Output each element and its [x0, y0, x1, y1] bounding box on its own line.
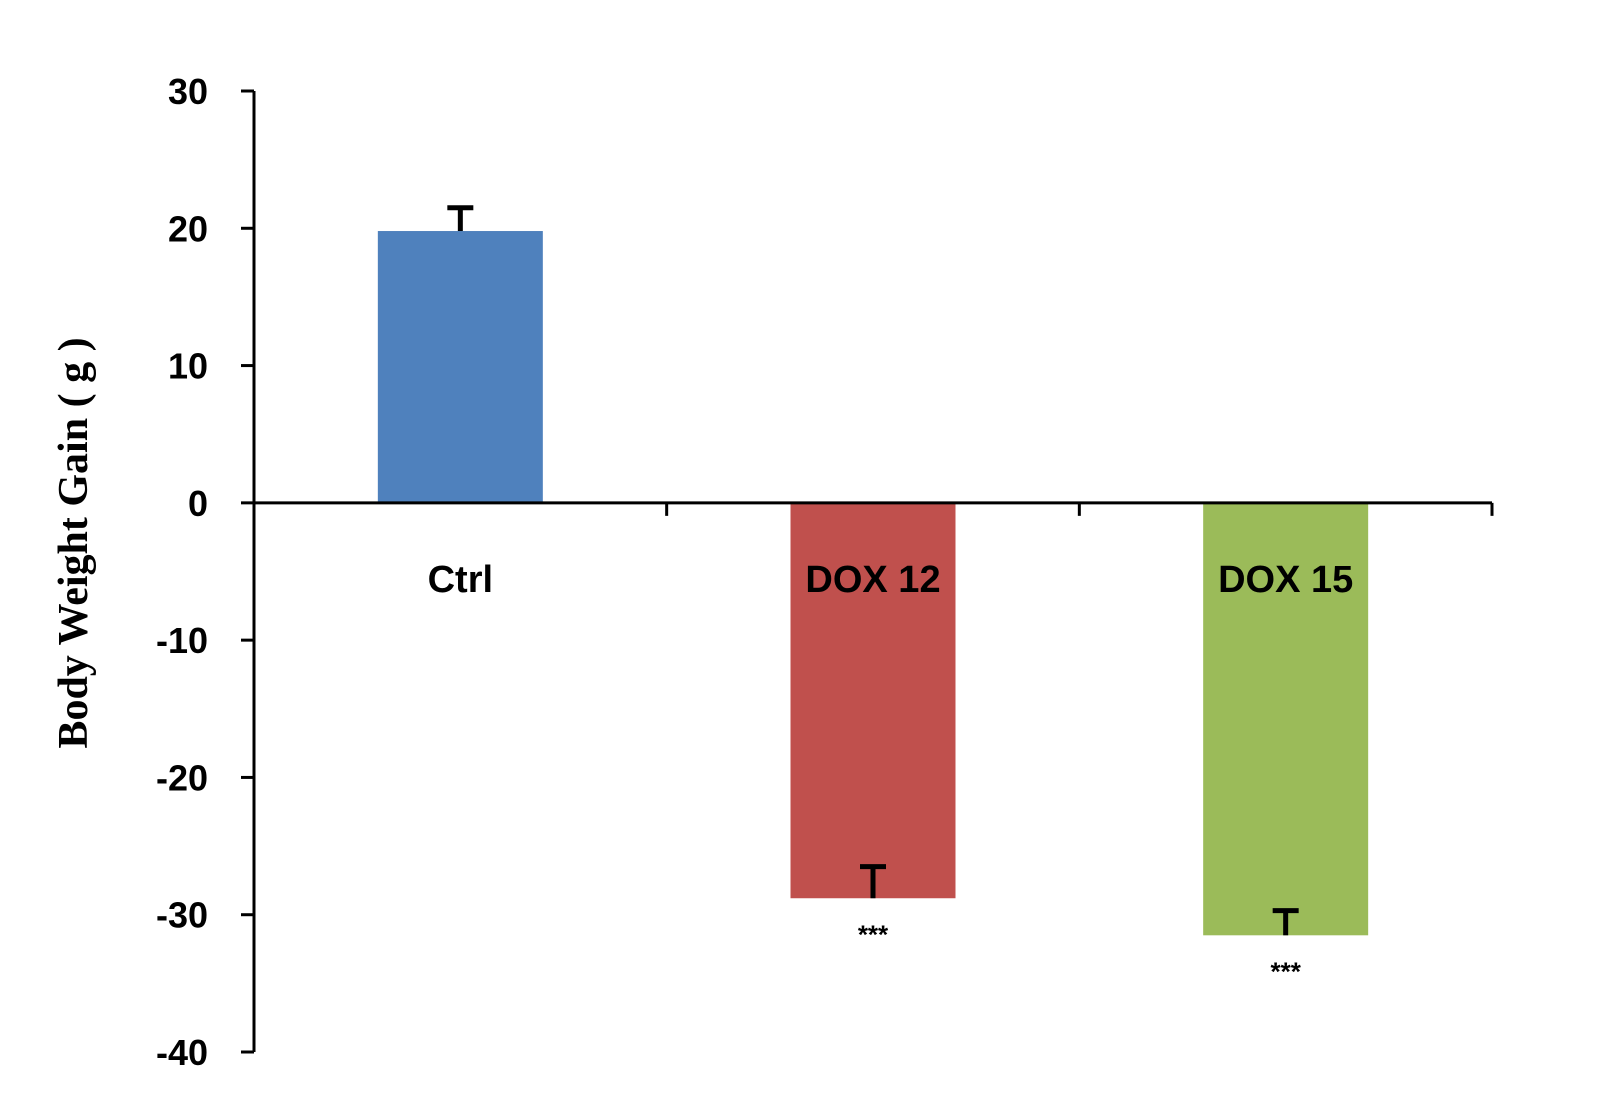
- significance-label: ***: [858, 920, 889, 950]
- category-label: Ctrl: [428, 559, 493, 601]
- axes: [252, 91, 1494, 1052]
- y-tick-label: 10: [168, 346, 208, 387]
- y-axis-title: Body Weight Gain ( g ): [51, 337, 97, 748]
- category-labels: Ctrl DOX 12 DOX 15: [428, 559, 1354, 601]
- category-label: DOX 12: [805, 559, 940, 601]
- y-tick-label: -20: [156, 757, 208, 798]
- significance-labels: *** ***: [858, 920, 1302, 987]
- bars: [377, 231, 1369, 936]
- y-tick-label: 30: [168, 71, 208, 112]
- y-tick-label: -40: [156, 1032, 208, 1073]
- y-axis-ticks: 30 20 10 0 -10 -20 -30 -40: [156, 71, 254, 1073]
- bar-dox-15: [1203, 502, 1369, 936]
- y-tick-label: -30: [156, 895, 208, 936]
- bar-dox-12: [790, 502, 956, 899]
- bar-ctrl: [377, 231, 543, 503]
- category-label: DOX 15: [1218, 559, 1353, 601]
- significance-label: ***: [1270, 957, 1301, 987]
- error-bars: [447, 205, 1299, 936]
- y-tick-label: 0: [188, 483, 208, 524]
- y-tick-label: -10: [156, 620, 208, 661]
- y-tick-label: 20: [168, 208, 208, 249]
